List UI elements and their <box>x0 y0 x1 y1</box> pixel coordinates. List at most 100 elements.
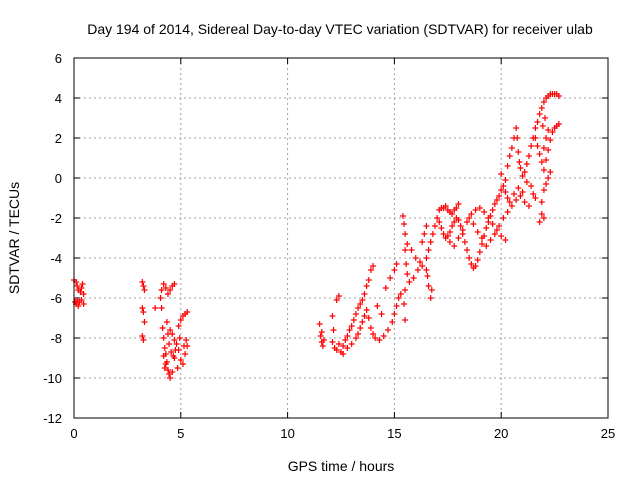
data-point-marker <box>514 135 521 141</box>
data-point-marker <box>500 183 507 189</box>
plot-frame <box>73 57 609 419</box>
data-point-marker <box>508 203 515 209</box>
data-point-marker <box>365 315 372 321</box>
data-point-marker <box>427 239 434 245</box>
data-point-marker <box>500 215 507 221</box>
data-point-marker <box>359 297 366 303</box>
data-point-marker <box>384 327 391 333</box>
data-point-marker <box>543 181 550 187</box>
data-point-marker <box>521 169 528 175</box>
data-point-marker <box>491 231 498 237</box>
data-point-marker <box>167 327 174 333</box>
axis-ticks: 0 5 10 15 20 25 -12 -10 -8 -6 -4 -2 0 2 4 6 <box>43 51 615 441</box>
x-tick-label: 25 <box>601 426 615 441</box>
data-point-marker <box>555 93 562 99</box>
data-point-marker <box>528 143 535 149</box>
data-point-marker <box>431 223 438 229</box>
data-point-marker <box>532 195 539 201</box>
data-point-marker <box>167 287 174 293</box>
data-point-marker <box>485 215 492 221</box>
data-point-marker <box>177 317 184 323</box>
data-point-marker <box>391 267 398 273</box>
data-point-marker <box>455 217 462 223</box>
data-point-marker <box>532 135 539 141</box>
data-point-marker <box>359 319 366 325</box>
data-point-marker <box>175 323 182 329</box>
data-point-marker <box>446 229 453 235</box>
data-point-marker <box>352 335 359 341</box>
data-point-marker <box>402 247 409 253</box>
data-point-marker <box>419 263 426 269</box>
data-point-marker <box>470 221 477 227</box>
x-tick-label: 0 <box>70 426 77 441</box>
data-point-marker <box>502 177 509 183</box>
y-tick-label: -6 <box>50 291 62 306</box>
data-point-marker <box>160 353 167 359</box>
data-point-marker <box>478 235 485 241</box>
data-point-marker <box>538 211 545 217</box>
data-point-marker <box>370 331 377 337</box>
data-point-marker <box>487 237 494 243</box>
data-point-marker <box>164 367 171 373</box>
data-point-marker <box>402 317 409 323</box>
data-point-marker <box>352 311 359 317</box>
data-point-marker <box>317 333 324 339</box>
data-point-marker <box>169 369 176 375</box>
data-point-marker <box>316 321 323 327</box>
data-point-marker <box>357 301 364 307</box>
data-point-marker <box>543 157 550 163</box>
data-point-marker <box>474 229 481 235</box>
data-point-marker <box>498 171 505 177</box>
data-point-marker <box>519 189 526 195</box>
data-point-marker <box>363 283 370 289</box>
y-tick-label: 0 <box>55 171 62 186</box>
data-point-marker <box>162 361 169 367</box>
data-point-marker <box>455 235 462 241</box>
data-point-marker <box>451 219 458 225</box>
data-point-marker <box>481 209 488 215</box>
data-point-marker <box>166 371 173 377</box>
y-tick-label: -2 <box>50 211 62 226</box>
y-tick-label: -10 <box>43 371 62 386</box>
data-point-marker <box>184 309 191 315</box>
data-point-marker <box>427 295 434 301</box>
data-point-marker <box>333 297 340 303</box>
data-point-marker <box>451 243 458 249</box>
data-point-marker <box>168 349 175 355</box>
data-point-marker <box>483 243 490 249</box>
data-point-marker <box>333 347 340 353</box>
x-tick-label: 10 <box>280 426 294 441</box>
y-tick-label: -12 <box>43 411 62 426</box>
y-tick-label: 4 <box>55 91 62 106</box>
data-point-marker <box>172 347 179 353</box>
data-point-marker <box>440 231 447 237</box>
data-point-marker <box>515 185 522 191</box>
data-point-marker <box>425 247 432 253</box>
data-point-marker <box>372 335 379 341</box>
data-point-marker <box>348 323 355 329</box>
data-point-marker <box>141 319 148 325</box>
data-point-marker <box>476 249 483 255</box>
data-point-marker <box>79 281 86 287</box>
data-point-marker <box>538 105 545 111</box>
data-point-marker <box>423 223 430 229</box>
data-point-marker <box>160 335 167 341</box>
data-point-marker <box>493 227 500 233</box>
data-point-marker <box>449 211 456 217</box>
data-point-marker <box>393 261 400 267</box>
data-point-marker <box>391 311 398 317</box>
data-point-marker <box>340 343 347 349</box>
data-point-marker <box>164 291 171 297</box>
data-point-marker <box>74 297 81 303</box>
grid-lines <box>74 58 608 418</box>
data-point-marker <box>536 151 543 157</box>
data-point-marker <box>506 199 513 205</box>
data-point-marker <box>523 161 530 167</box>
data-point-marker <box>517 193 524 199</box>
data-point-marker <box>355 331 362 337</box>
data-point-marker <box>348 341 355 347</box>
data-point-marker <box>534 143 541 149</box>
data-point-marker <box>167 375 174 381</box>
data-point-marker <box>540 99 547 105</box>
data-point-marker <box>401 221 408 227</box>
